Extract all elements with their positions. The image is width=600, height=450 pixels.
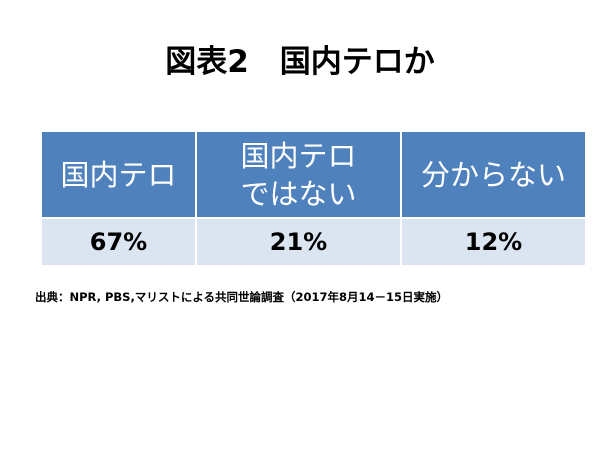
data-cell: 21% [195, 217, 402, 267]
data-row: 67% 21% 12% [40, 217, 587, 267]
header-row: 国内テロ 国内テロ ではない 分からない [40, 130, 587, 219]
header-cell: 分からない [400, 130, 587, 219]
header-cell: 国内テロ [40, 130, 197, 219]
header-text: ではない [240, 176, 357, 211]
header-text: 国内テロ [240, 138, 357, 173]
header-text: 国内テロ [60, 157, 177, 192]
data-cell: 12% [400, 217, 587, 267]
data-cell: 67% [40, 217, 197, 267]
header-cell: 国内テロ ではない [195, 130, 402, 219]
table-body: 67% 21% 12% [40, 217, 587, 267]
title: 図表2 国内テロか [165, 44, 435, 80]
table: 国内テロ 国内テロ ではない 分からない 67% 21% 12% [40, 130, 587, 267]
header-text: 分からない [420, 157, 566, 192]
source-note: 出典：NPR, PBS,マリストによる共同世論調査（2017年8月14－15日実… [35, 290, 449, 304]
